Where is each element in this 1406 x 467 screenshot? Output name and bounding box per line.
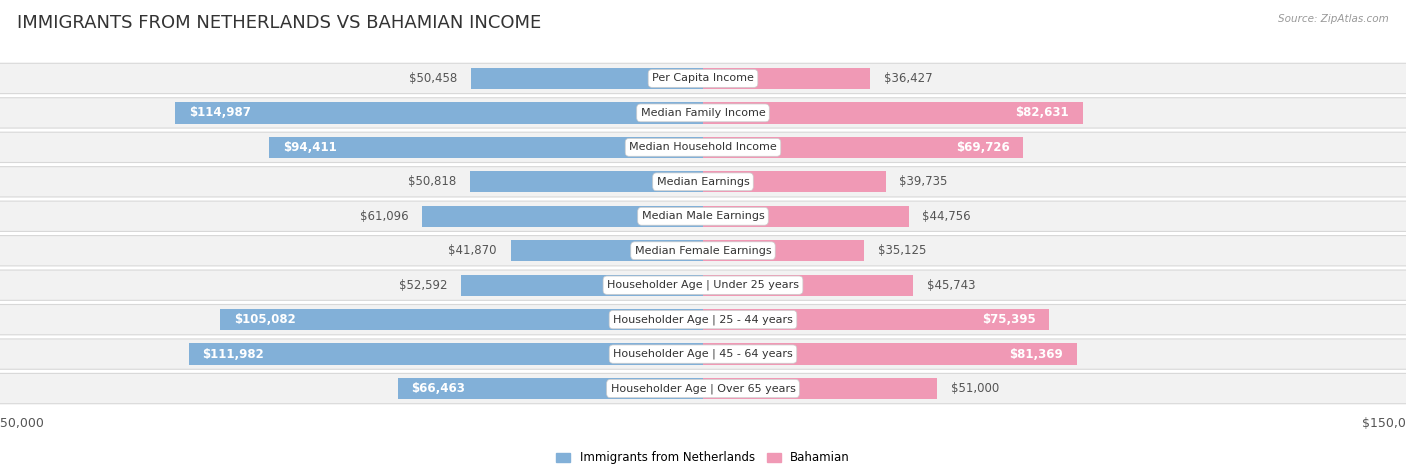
Text: Source: ZipAtlas.com: Source: ZipAtlas.com xyxy=(1278,14,1389,24)
Bar xyxy=(510,240,703,262)
FancyBboxPatch shape xyxy=(0,270,1406,300)
Bar xyxy=(703,171,886,192)
Text: Median Household Income: Median Household Income xyxy=(628,142,778,152)
Text: $39,735: $39,735 xyxy=(900,175,948,188)
Text: $35,125: $35,125 xyxy=(879,244,927,257)
Bar xyxy=(174,102,703,124)
FancyBboxPatch shape xyxy=(0,339,1406,369)
Bar xyxy=(703,240,865,262)
Text: $50,458: $50,458 xyxy=(409,72,457,85)
Text: $41,870: $41,870 xyxy=(449,244,496,257)
Bar xyxy=(703,102,1083,124)
Bar xyxy=(703,275,912,296)
Legend: Immigrants from Netherlands, Bahamian: Immigrants from Netherlands, Bahamian xyxy=(551,446,855,467)
Text: $75,395: $75,395 xyxy=(981,313,1035,326)
Bar xyxy=(703,68,870,89)
Text: $36,427: $36,427 xyxy=(884,72,932,85)
FancyBboxPatch shape xyxy=(0,132,1406,163)
Text: $105,082: $105,082 xyxy=(235,313,295,326)
Bar xyxy=(221,309,703,330)
FancyBboxPatch shape xyxy=(0,201,1406,232)
Bar xyxy=(188,343,703,365)
FancyBboxPatch shape xyxy=(0,304,1406,335)
Bar xyxy=(398,378,703,399)
FancyBboxPatch shape xyxy=(0,374,1406,404)
Bar xyxy=(461,275,703,296)
Bar xyxy=(703,309,1049,330)
Text: $111,982: $111,982 xyxy=(202,347,264,361)
Text: Median Female Earnings: Median Female Earnings xyxy=(634,246,772,256)
Bar xyxy=(703,343,1077,365)
Text: Householder Age | 25 - 44 years: Householder Age | 25 - 44 years xyxy=(613,314,793,325)
FancyBboxPatch shape xyxy=(0,167,1406,197)
FancyBboxPatch shape xyxy=(0,63,1406,93)
Text: IMMIGRANTS FROM NETHERLANDS VS BAHAMIAN INCOME: IMMIGRANTS FROM NETHERLANDS VS BAHAMIAN … xyxy=(17,14,541,32)
Text: Median Family Income: Median Family Income xyxy=(641,108,765,118)
Text: $52,592: $52,592 xyxy=(399,279,447,292)
Text: Per Capita Income: Per Capita Income xyxy=(652,73,754,84)
Bar xyxy=(703,137,1024,158)
Text: $114,987: $114,987 xyxy=(188,106,250,120)
Bar xyxy=(703,378,938,399)
FancyBboxPatch shape xyxy=(0,98,1406,128)
Text: $51,000: $51,000 xyxy=(950,382,1000,395)
Text: Householder Age | 45 - 64 years: Householder Age | 45 - 64 years xyxy=(613,349,793,359)
Text: $44,756: $44,756 xyxy=(922,210,972,223)
Text: $94,411: $94,411 xyxy=(283,141,337,154)
Bar xyxy=(470,171,703,192)
Bar xyxy=(422,205,703,227)
Text: $50,818: $50,818 xyxy=(408,175,456,188)
Text: $66,463: $66,463 xyxy=(412,382,465,395)
Text: $69,726: $69,726 xyxy=(956,141,1010,154)
Text: Median Earnings: Median Earnings xyxy=(657,177,749,187)
Text: Median Male Earnings: Median Male Earnings xyxy=(641,211,765,221)
Bar xyxy=(703,205,908,227)
FancyBboxPatch shape xyxy=(0,235,1406,266)
Text: $82,631: $82,631 xyxy=(1015,106,1069,120)
Text: $81,369: $81,369 xyxy=(1010,347,1063,361)
Bar xyxy=(270,137,703,158)
Text: Householder Age | Under 25 years: Householder Age | Under 25 years xyxy=(607,280,799,290)
Text: $45,743: $45,743 xyxy=(927,279,976,292)
Text: $61,096: $61,096 xyxy=(360,210,409,223)
Bar xyxy=(471,68,703,89)
Text: Householder Age | Over 65 years: Householder Age | Over 65 years xyxy=(610,383,796,394)
